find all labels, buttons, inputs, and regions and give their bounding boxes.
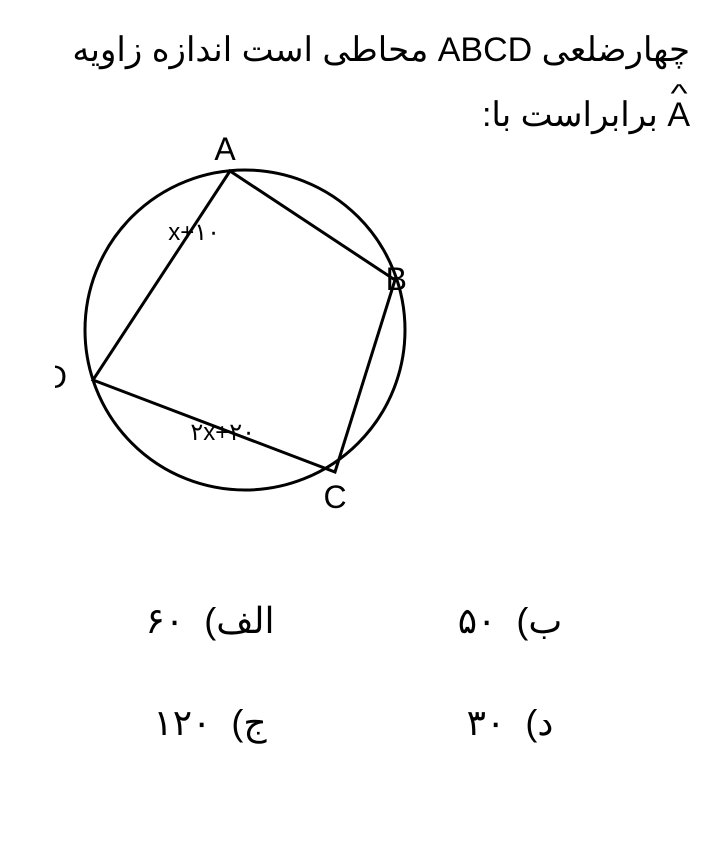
option-a: الف) ۶۰ xyxy=(110,600,310,642)
option-b-value: ۵۰ xyxy=(458,600,497,641)
q-text-line2-part2: برابراست با: xyxy=(482,96,667,134)
option-b-prefix: ب) xyxy=(516,600,562,641)
option-row-2: ج) ۱۲۰ د) ۳۰ xyxy=(0,702,720,744)
option-c-prefix: ج) xyxy=(231,702,266,743)
angle-label-c: ۲x+۲۰ xyxy=(190,419,255,446)
option-d-value: ۳۰ xyxy=(467,702,506,743)
question-text-line1: چهارضلعی ABCD محاطی است اندازه زاویه xyxy=(30,30,690,70)
vertex-label-b: B xyxy=(386,261,407,297)
vertex-label-a: A xyxy=(214,131,236,167)
diagram-svg: A B C D x+۱۰ ۲x+۲۰ xyxy=(55,110,435,530)
answer-options: الف) ۶۰ ب) ۵۰ ج) ۱۲۰ د) ۳۰ xyxy=(0,600,720,804)
q-abcd: ABCD xyxy=(438,31,532,69)
question-text-line2: A برابراست با: xyxy=(482,95,690,135)
option-d: د) ۳۰ xyxy=(410,702,610,744)
vertex-label-d: D xyxy=(55,359,67,395)
q-text-part1: چهارضلعی xyxy=(532,31,690,69)
option-c: ج) ۱۲۰ xyxy=(110,702,310,744)
option-d-prefix: د) xyxy=(525,702,553,743)
vertex-label-c: C xyxy=(323,479,346,515)
angle-label-a: x+۱۰ xyxy=(168,219,220,246)
option-b: ب) ۵۰ xyxy=(410,600,610,642)
option-a-prefix: الف) xyxy=(204,600,274,641)
q-text-part2: محاطی است اندازه زاویه xyxy=(72,31,437,69)
option-c-value: ۱۲۰ xyxy=(153,702,211,743)
option-row-1: الف) ۶۰ ب) ۵۰ xyxy=(0,600,720,642)
geometry-diagram: A B C D x+۱۰ ۲x+۲۰ xyxy=(55,110,435,530)
angle-a-symbol: A xyxy=(667,96,690,135)
option-a-value: ۶۰ xyxy=(146,600,185,641)
